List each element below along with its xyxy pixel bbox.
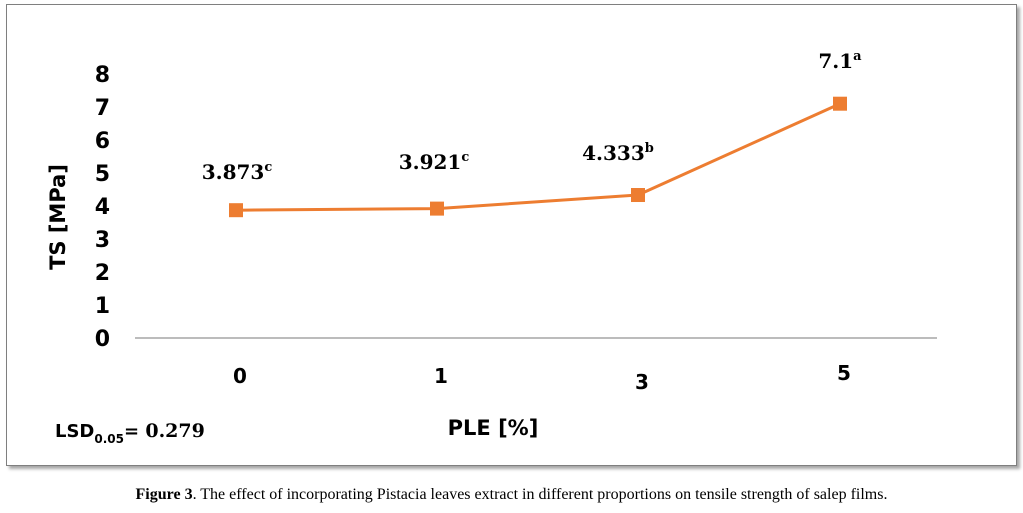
data-label: 4.333b	[582, 141, 654, 165]
lsd-annotation: LSD0.05= 0.279	[55, 420, 205, 446]
y-tick-label: 7	[95, 96, 110, 121]
lsd-value: 0.279	[145, 420, 205, 442]
y-tick-labels: 0 1 2 3 4 5 6 7 8	[95, 63, 110, 352]
lsd-subscript: 0.05	[94, 432, 124, 446]
data-label: 7.1a	[818, 49, 862, 73]
data-points	[229, 96, 847, 218]
series-line	[235, 102, 841, 212]
caption-text: . The effect of incorporating Pistacia l…	[192, 486, 888, 503]
x-tick-labels: 0 1 3 5	[233, 361, 851, 394]
data-label: 3.873c	[202, 160, 273, 184]
data-point	[430, 201, 444, 216]
data-label: 3.921c	[399, 150, 470, 174]
data-label-value: 3.873	[202, 160, 265, 184]
figure-caption: Figure 3. The effect of incorporating Pi…	[0, 486, 1023, 504]
caption-label: Figure 3	[135, 486, 193, 503]
y-tick-label: 2	[95, 261, 110, 286]
data-point	[229, 203, 243, 218]
data-label-letter: c	[264, 160, 272, 175]
y-tick-label: 5	[95, 162, 110, 187]
y-tick-label: 0	[95, 327, 110, 352]
y-axis-title: TS [MPa]	[46, 164, 70, 270]
lsd-prefix: LSD	[55, 421, 94, 442]
data-label-value: 7.1	[818, 49, 853, 73]
data-label-value: 4.333	[582, 141, 645, 165]
y-tick-label: 3	[95, 228, 110, 253]
x-tick-label: 0	[233, 364, 247, 388]
data-point	[833, 96, 847, 111]
data-label-value: 3.921	[399, 150, 462, 174]
y-tick-label: 6	[95, 129, 110, 154]
x-tick-label: 3	[635, 370, 649, 394]
data-label-letter: a	[853, 49, 862, 64]
data-point	[631, 188, 645, 203]
x-tick-label: 5	[837, 361, 851, 385]
y-tick-label: 8	[95, 63, 110, 88]
x-tick-label: 1	[434, 364, 448, 388]
y-tick-label: 1	[95, 294, 110, 319]
lsd-equals: =	[124, 421, 145, 442]
data-label-letter: c	[461, 150, 469, 165]
data-label-letter: b	[645, 141, 654, 156]
y-tick-label: 4	[95, 195, 110, 220]
x-axis-title: PLE [%]	[448, 416, 539, 440]
